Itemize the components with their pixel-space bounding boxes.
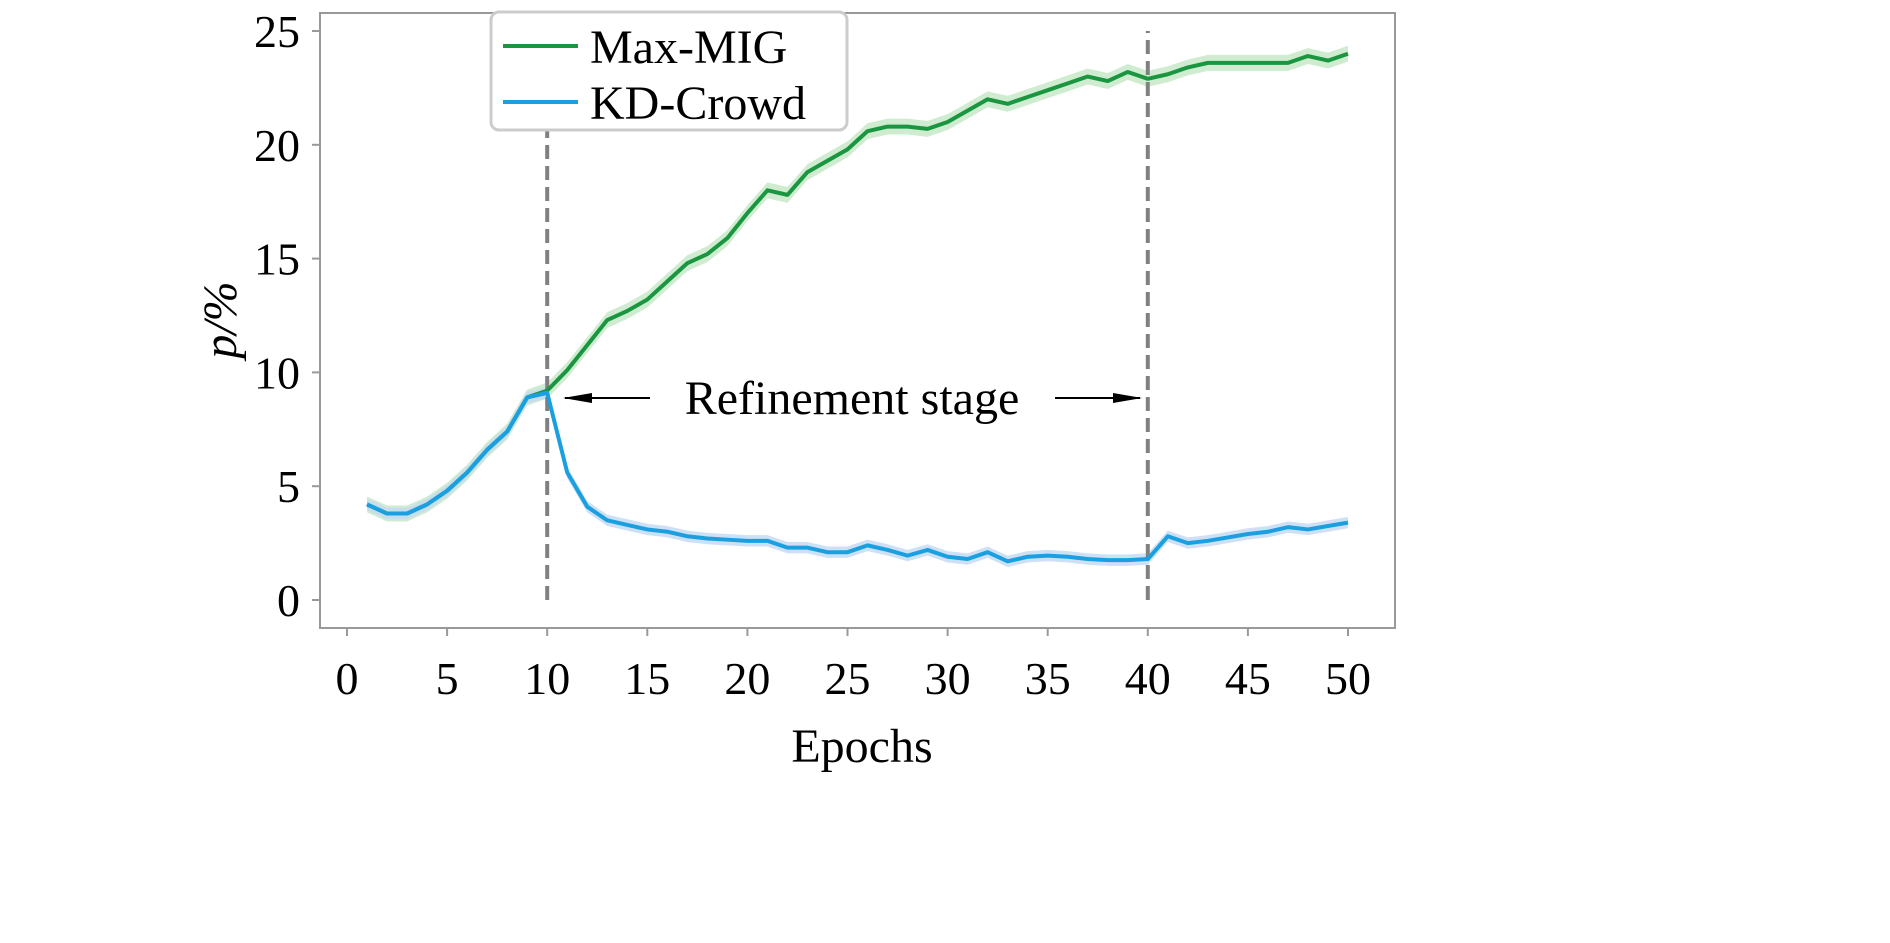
x-tick-label: 25	[825, 653, 871, 704]
y-tick-label: 20	[254, 120, 300, 171]
y-tick-label: 10	[254, 347, 300, 398]
line-kd-crowd	[366, 390, 1349, 564]
x-tick-label: 0	[336, 653, 359, 704]
refinement-annotation: Refinement stage	[563, 372, 1142, 425]
x-tick-label: 5	[436, 653, 459, 704]
y-tick-label: 25	[254, 6, 300, 57]
x-axis-ticks: 0 5 10 15 20 25 30 35 40 45 50	[336, 628, 1371, 704]
y-tick-label: 0	[277, 575, 300, 626]
x-tick-label: 50	[1325, 653, 1371, 704]
points-kd-crowd	[366, 392, 1349, 562]
x-tick-label: 35	[1025, 653, 1071, 704]
arrowhead-left-icon	[563, 393, 592, 403]
series-lines	[366, 51, 1349, 564]
x-axis-label: Epochs	[791, 720, 932, 773]
annotation-label: Refinement stage	[685, 372, 1020, 425]
arrowhead-right-icon	[1113, 393, 1142, 403]
x-tick-label: 45	[1225, 653, 1271, 704]
x-tick-label: 20	[724, 653, 770, 704]
x-tick-label: 40	[1125, 653, 1171, 704]
x-tick-label: 30	[925, 653, 971, 704]
y-tick-label: 15	[254, 234, 300, 285]
legend-box	[489, 10, 849, 132]
legend: Max-MIG KD-Crowd	[489, 10, 849, 132]
x-tick-label: 10	[524, 653, 570, 704]
x-tick-label: 15	[624, 653, 670, 704]
y-axis-ticks: 0 5 10 15 20 25	[254, 6, 320, 626]
legend-label-max-mig: Max-MIG	[590, 21, 787, 74]
legend-label-kd-crowd: KD-Crowd	[590, 77, 806, 130]
y-axis-label: p/%	[194, 281, 247, 361]
y-tick-label: 5	[277, 461, 300, 512]
plot-frame	[319, 12, 1396, 629]
